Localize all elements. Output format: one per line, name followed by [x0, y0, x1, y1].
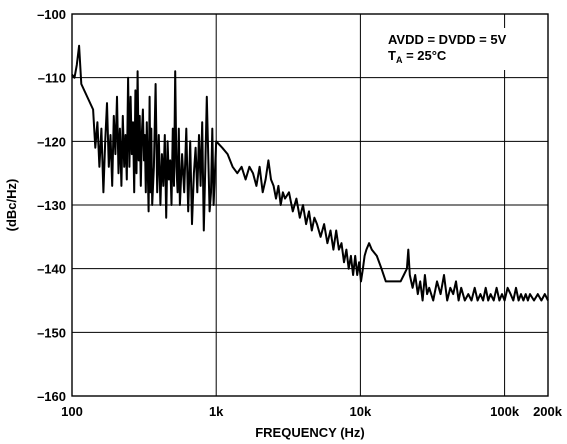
annotation-temperature-symbol: T: [388, 48, 396, 63]
y-tick-label-4: –140: [37, 262, 66, 277]
annotation-box: [382, 28, 540, 70]
grid-lines: [71, 13, 549, 397]
annotation-temperature-subscript: A: [396, 55, 403, 65]
x-tick-label-1: 1k: [209, 404, 224, 419]
y-tick-labels: –100 –110 –120 –130 –140 –150 –160: [37, 7, 66, 404]
annotation-temperature-value: = 25°C: [402, 48, 446, 63]
x-tick-label-0: 100: [61, 404, 83, 419]
series-line-0: [71, 44, 549, 302]
y-tick-label-0: –100: [37, 7, 66, 22]
y-tick-label-3: –130: [37, 198, 66, 213]
annotation-temperature: TA = 25°C: [388, 48, 447, 65]
x-tick-label-2: 10k: [350, 404, 372, 419]
y-tick-label-2: –120: [37, 134, 66, 149]
y-axis-label: (dBc/Hz): [4, 179, 19, 232]
annotation-supply: AVDD = DVDD = 5V: [388, 32, 507, 47]
x-tick-label-3: 100k: [490, 404, 520, 419]
x-tick-labels: 100 1k 10k 100k 200k: [61, 404, 563, 419]
series-layer: [71, 44, 549, 302]
y-tick-label-5: –150: [37, 325, 66, 340]
x-tick-label-4: 200k: [533, 404, 563, 419]
plot-frame: [71, 13, 549, 397]
y-tick-label-1: –110: [38, 71, 66, 86]
y-tick-label-6: –160: [37, 389, 66, 404]
x-axis-label: FREQUENCY (Hz): [255, 425, 365, 440]
